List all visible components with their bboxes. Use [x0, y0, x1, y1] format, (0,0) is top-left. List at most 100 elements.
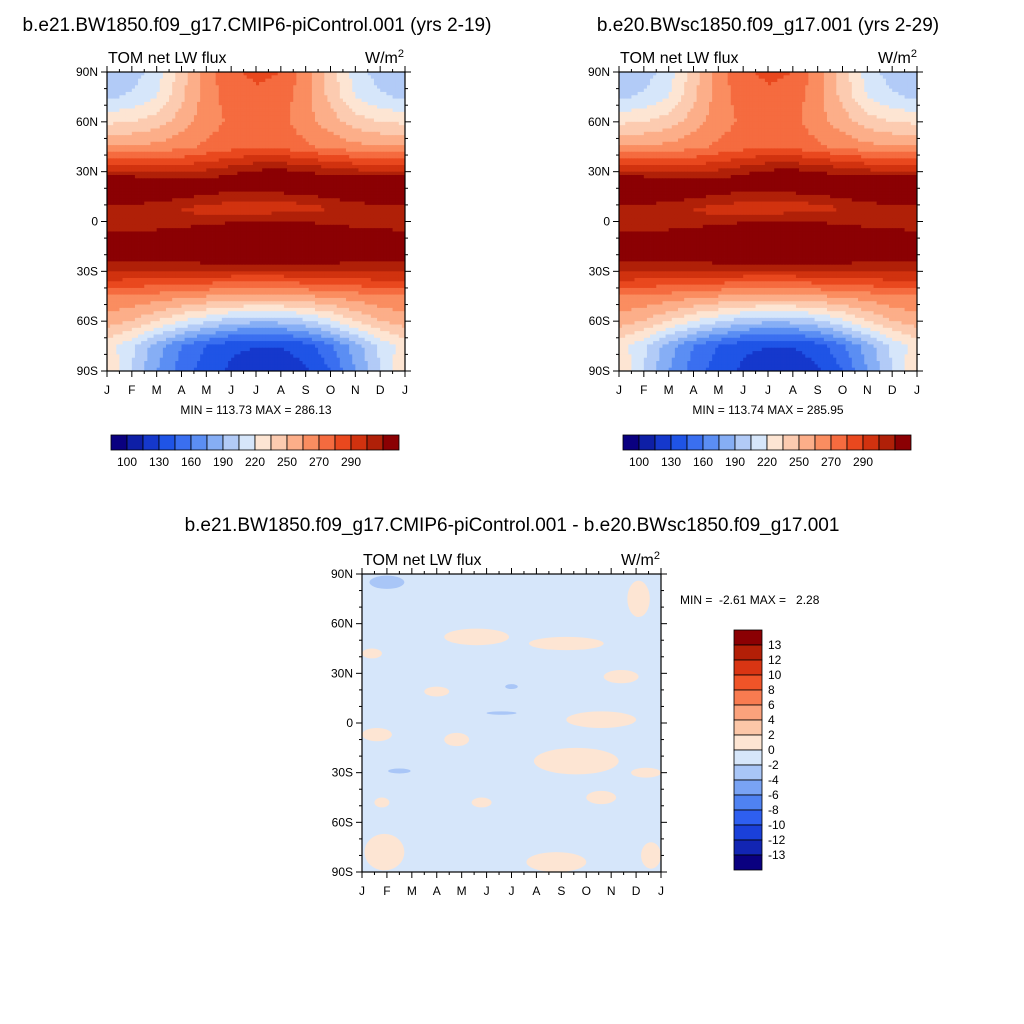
heatmap-cell — [129, 202, 133, 206]
heatmap-cell — [309, 105, 313, 109]
heatmap-cell — [259, 152, 263, 156]
heatmap-cell — [368, 95, 372, 99]
heatmap-cell — [296, 95, 300, 99]
heatmap-cell — [290, 128, 294, 132]
heatmap-cell — [132, 238, 136, 242]
heatmap-cell — [386, 185, 390, 189]
heatmap-cell — [147, 162, 151, 166]
heatmap-cell — [393, 162, 397, 166]
heatmap-cell — [191, 162, 195, 166]
heatmap-cell — [343, 202, 347, 206]
heatmap-cell — [113, 95, 117, 99]
heatmap-cell — [349, 105, 353, 109]
heatmap-cell — [275, 125, 279, 129]
heatmap-cell — [126, 185, 130, 189]
heatmap-cell — [374, 212, 378, 216]
heatmap-cell — [225, 142, 229, 146]
heatmap-cell — [368, 215, 372, 219]
heatmap-cell — [144, 105, 148, 109]
heatmap-cell — [237, 119, 241, 123]
heatmap-cell — [234, 222, 238, 226]
heatmap-cell — [275, 155, 279, 159]
heatmap-cell — [343, 115, 347, 119]
heatmap-cell — [113, 198, 117, 202]
heatmap-cell — [116, 132, 120, 136]
heatmap-cell — [362, 225, 366, 229]
heatmap-cell — [123, 202, 127, 206]
heatmap-cell — [358, 132, 362, 136]
heatmap-cell — [163, 142, 167, 146]
heatmap-cell — [365, 112, 369, 116]
heatmap-cell — [206, 135, 210, 139]
heatmap-cell — [216, 225, 220, 229]
heatmap-cell — [147, 142, 151, 146]
heatmap-cell — [321, 238, 325, 242]
heatmap-cell — [228, 228, 232, 232]
heatmap-cell — [169, 148, 173, 152]
heatmap-cell — [163, 102, 167, 106]
heatmap-cell — [293, 228, 297, 232]
heatmap-cell — [247, 82, 251, 86]
heatmap-cell — [272, 125, 276, 129]
heatmap-cell — [150, 235, 154, 239]
heatmap-cell — [331, 231, 335, 235]
heatmap-cell — [138, 112, 142, 116]
heatmap-cell — [182, 109, 186, 113]
heatmap-cell — [389, 75, 393, 79]
heatmap-cell — [138, 195, 142, 199]
heatmap-cell — [141, 102, 145, 106]
heatmap-cell — [194, 109, 198, 113]
heatmap-cell — [327, 162, 331, 166]
heatmap-cell — [346, 122, 350, 126]
heatmap-cell — [182, 92, 186, 96]
heatmap-cell — [219, 172, 223, 176]
heatmap-cell — [321, 92, 325, 96]
heatmap-cell — [253, 132, 257, 136]
heatmap-cell — [160, 115, 164, 119]
heatmap-cell — [237, 135, 241, 139]
heatmap-cell — [129, 235, 133, 239]
heatmap-cell — [393, 172, 397, 176]
heatmap-cell — [334, 105, 338, 109]
heatmap-cell — [116, 188, 120, 192]
heatmap-cell — [141, 238, 145, 242]
heatmap-cell — [191, 85, 195, 89]
heatmap-cell — [331, 188, 335, 192]
heatmap-cell — [222, 122, 226, 126]
heatmap-cell — [200, 172, 204, 176]
heatmap-cell — [331, 138, 335, 142]
heatmap-cell — [393, 109, 397, 113]
heatmap-cell — [250, 218, 254, 222]
heatmap-cell — [219, 195, 223, 199]
heatmap-cell — [321, 128, 325, 132]
heatmap-cell — [349, 208, 353, 212]
heatmap-cell — [253, 112, 257, 116]
heatmap-cell — [299, 102, 303, 106]
heatmap-cell — [225, 99, 229, 103]
heatmap-cell — [194, 145, 198, 149]
heatmap-cell — [287, 172, 291, 176]
heatmap-cell — [355, 158, 359, 162]
heatmap-cell — [144, 79, 148, 83]
heatmap-cell — [209, 119, 213, 123]
heatmap-cell — [334, 241, 338, 245]
heatmap-cell — [175, 102, 179, 106]
heatmap-cell — [272, 231, 276, 235]
heatmap-cell — [175, 95, 179, 99]
heatmap-cell — [191, 115, 195, 119]
heatmap-cell — [191, 155, 195, 159]
heatmap-cell — [203, 99, 207, 103]
heatmap-cell — [203, 92, 207, 96]
heatmap-cell — [299, 225, 303, 229]
heatmap-cell — [315, 155, 319, 159]
heatmap-cell — [380, 158, 384, 162]
heatmap-cell — [380, 188, 384, 192]
heatmap-cell — [219, 238, 223, 242]
heatmap-cell — [185, 231, 189, 235]
heatmap-cell — [352, 192, 356, 196]
heatmap-cell — [135, 89, 139, 93]
heatmap-cell — [331, 202, 335, 206]
heatmap-cell — [219, 148, 223, 152]
heatmap-cell — [343, 112, 347, 116]
heatmap-cell — [358, 212, 362, 216]
